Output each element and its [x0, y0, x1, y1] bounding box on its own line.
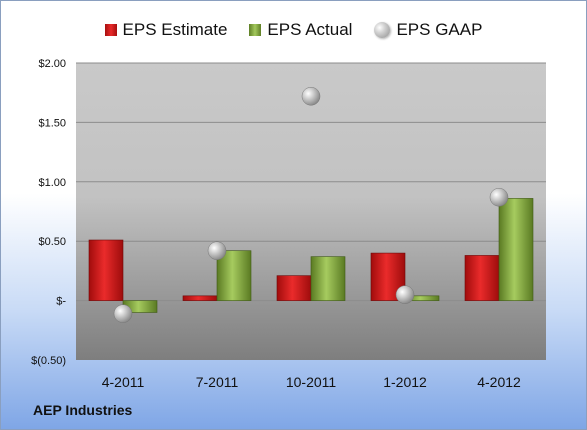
bar-eps-estimate [276, 275, 312, 301]
company-name: AEP Industries [33, 402, 133, 418]
bars [88, 198, 534, 313]
gaap-points [113, 87, 509, 323]
y-tick-label: $2.00 [38, 58, 66, 70]
bar-eps-estimate [88, 239, 124, 301]
point-eps-gaap [113, 304, 133, 323]
y-tick-label: $(0.50) [31, 355, 66, 367]
bar-eps-actual [216, 250, 252, 301]
legend-swatch-eps-actual [249, 24, 262, 36]
y-tick-label: $1.00 [38, 177, 66, 189]
point-eps-gaap [207, 241, 227, 260]
bar-eps-actual [310, 256, 346, 301]
x-tick-label: 1-2012 [383, 374, 427, 390]
x-tick-label: 7-2011 [196, 374, 239, 390]
x-tick-label: 10-2011 [286, 374, 337, 390]
legend-swatch-eps-estimate [104, 24, 117, 36]
y-axis-tick-labels: $2.00 $1.50 $1.00 $0.50 $- $(0.50) [31, 58, 66, 367]
legend-label-eps-gaap: EPS GAAP [396, 20, 483, 39]
legend-label-eps-estimate: EPS Estimate [122, 20, 228, 39]
point-eps-gaap [489, 187, 509, 207]
legend-item-eps-actual: EPS Actual [249, 20, 352, 40]
x-axis-tick-labels: 4-2011 7-2011 10-2011 1-2012 4-2012 [102, 374, 521, 390]
bar-eps-estimate [464, 255, 500, 301]
bar-eps-actual [498, 198, 534, 301]
point-eps-gaap [395, 285, 415, 304]
y-tick-label: $0.50 [38, 236, 66, 248]
legend-swatch-eps-gaap [374, 22, 391, 38]
chart-legend: EPS Estimate EPS Actual EPS GAAP [1, 15, 586, 45]
legend-label-eps-actual: EPS Actual [267, 20, 353, 39]
x-tick-label: 4-2012 [477, 374, 521, 390]
x-tick-label: 4-2011 [102, 374, 145, 390]
point-eps-gaap [301, 87, 321, 106]
bar-eps-estimate [182, 295, 218, 301]
legend-item-eps-gaap: EPS GAAP [374, 20, 482, 40]
legend-item-eps-estimate: EPS Estimate [104, 20, 228, 40]
plot-area [76, 63, 546, 360]
y-tick-label: $1.50 [38, 117, 66, 129]
y-tick-label: $- [56, 296, 66, 308]
